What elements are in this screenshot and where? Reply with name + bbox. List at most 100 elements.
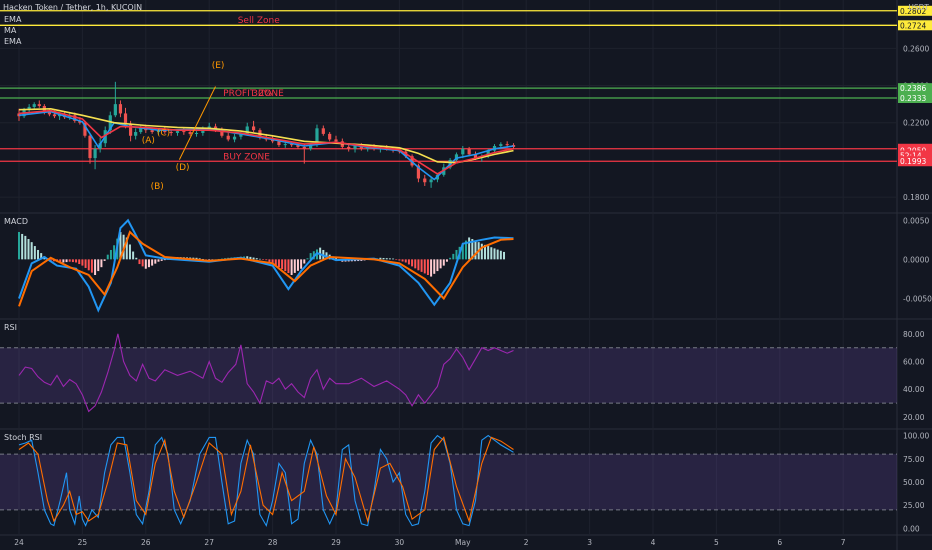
candle-body <box>93 148 97 159</box>
rsi-label[interactable]: RSI <box>4 323 17 332</box>
candle[interactable] <box>461 145 465 159</box>
indicator-label-ema-2[interactable]: EMA <box>4 37 22 46</box>
time-scale[interactable]: 24 25 26 27 28 29 30 May 2 3 4 5 6 7 <box>14 538 846 547</box>
macd-histogram-bar <box>480 243 483 260</box>
price-label-text: 0.2802 <box>900 7 926 16</box>
wave-label: (E) <box>212 61 225 71</box>
macd-pane[interactable] <box>18 218 514 313</box>
price-label-badge: 0.2386 <box>898 83 932 94</box>
candle-body <box>194 132 199 134</box>
candle[interactable] <box>134 128 138 140</box>
candle[interactable] <box>511 143 516 149</box>
stoch-rsi-label[interactable]: Stoch RSI <box>4 433 42 442</box>
macd-histogram-bar <box>84 259 87 268</box>
candle[interactable] <box>194 131 199 137</box>
wave-label: (D) <box>176 163 190 173</box>
macd-histogram-bar <box>471 239 474 260</box>
macd-histogram-bar <box>265 259 268 261</box>
candle[interactable] <box>283 142 287 148</box>
macd-histogram-bar <box>487 246 490 260</box>
candle[interactable] <box>334 135 338 143</box>
candle-body <box>461 148 465 155</box>
price-label-badge: 0.1993 <box>898 156 932 167</box>
candle[interactable] <box>251 120 256 133</box>
macd-histogram-bar <box>303 259 306 264</box>
price-label-box <box>898 156 932 167</box>
indicator-label-ema-1[interactable]: EMA <box>4 15 22 24</box>
stoch-rsi-pane[interactable] <box>0 434 897 528</box>
macd-histogram-bar <box>135 257 138 260</box>
candle[interactable] <box>328 132 332 142</box>
candle[interactable] <box>113 81 117 118</box>
candle-body <box>467 148 471 155</box>
macd-histogram-bar <box>94 259 97 275</box>
price-label-box <box>898 93 932 104</box>
candle[interactable] <box>37 100 41 108</box>
macd-histogram-bar <box>24 235 27 260</box>
macd-histogram-bar <box>106 254 109 260</box>
candle[interactable] <box>232 133 237 143</box>
indicator-line-ema[interactable] <box>18 109 514 175</box>
rsi-line[interactable] <box>18 333 514 413</box>
stoch-k-line[interactable] <box>18 434 514 528</box>
price-label-text: 0.2333 <box>900 94 926 103</box>
candle-body <box>52 114 57 117</box>
candle[interactable] <box>88 133 92 164</box>
macd-histogram-bar <box>90 259 93 273</box>
price-label-box <box>898 83 932 94</box>
macd-histogram-bar <box>385 258 388 260</box>
candle[interactable] <box>226 132 230 142</box>
candle-body <box>334 139 338 142</box>
macd-label[interactable]: MACD <box>4 217 28 226</box>
indicator-line-ema[interactable] <box>18 110 514 181</box>
macd-histogram-bar <box>461 243 464 260</box>
candle-body <box>239 133 243 137</box>
macd-histogram-bar <box>274 259 277 266</box>
candle-body <box>283 144 287 146</box>
candle-body <box>309 145 313 149</box>
candle[interactable] <box>454 152 459 162</box>
macd-histogram-bar <box>404 259 407 263</box>
candle[interactable] <box>423 174 427 186</box>
macd-histogram-bar <box>128 244 131 260</box>
symbol-title[interactable]: Hacken Token / Tether, 1h, KUCOIN <box>3 3 142 12</box>
candle[interactable] <box>175 130 180 136</box>
signal-line[interactable] <box>18 230 514 307</box>
candle[interactable] <box>139 124 143 134</box>
macd-histogram-bar <box>262 259 265 260</box>
stoch-d-line[interactable] <box>18 436 514 524</box>
macd-histogram-bar <box>109 249 112 260</box>
price-label-text: 0.2724 <box>900 21 926 30</box>
candle-body <box>98 143 102 149</box>
macd-histogram-bar <box>208 259 211 261</box>
price-pane[interactable] <box>0 10 897 188</box>
macd-histogram-bar <box>18 231 20 260</box>
price-scale[interactable]: 0.26000.24000.22000.18000.28020.27240.23… <box>898 5 932 534</box>
candle[interactable] <box>108 111 112 134</box>
candle[interactable] <box>83 120 87 138</box>
candle[interactable] <box>467 146 471 157</box>
projection-line[interactable] <box>178 86 216 160</box>
macd-histogram-bar <box>132 251 135 260</box>
candle-body <box>416 165 421 179</box>
candle[interactable] <box>321 125 325 136</box>
x-tick-label: 4 <box>651 538 656 547</box>
macd-histogram-bar <box>468 237 471 260</box>
candle-body <box>47 112 52 115</box>
candle-body <box>499 144 503 146</box>
indicator-label-ma[interactable]: MA <box>4 26 17 35</box>
macd-histogram-bar <box>436 259 439 272</box>
macd-histogram-bar <box>87 259 90 271</box>
candle[interactable] <box>118 100 123 118</box>
candle[interactable] <box>302 144 306 164</box>
candle[interactable] <box>93 145 97 170</box>
stoch-tick-label: 25.00 <box>903 501 925 510</box>
candle[interactable] <box>429 176 433 188</box>
macd-histogram-bar <box>442 259 445 266</box>
rsi-pane[interactable] <box>0 333 897 413</box>
macd-histogram-bar <box>40 253 43 260</box>
zone-label: BUY ZONE <box>223 152 270 162</box>
macd-histogram-bar <box>490 247 493 260</box>
